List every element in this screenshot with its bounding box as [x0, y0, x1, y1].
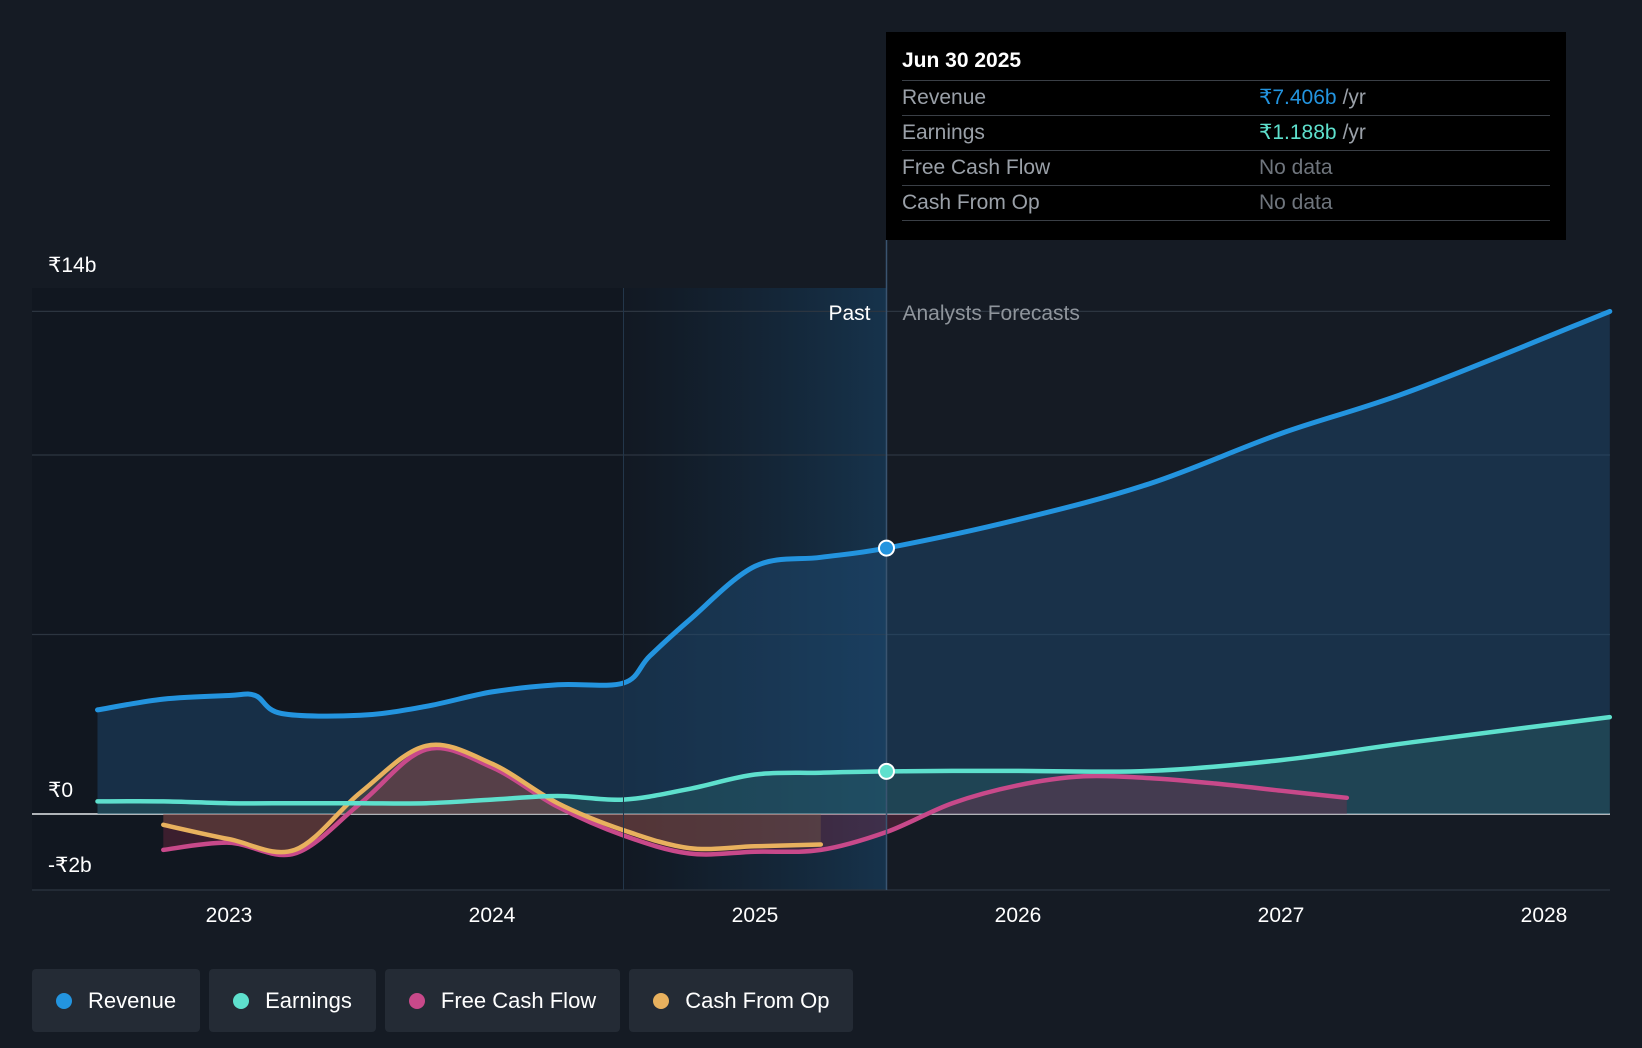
- revenue-area: [97, 311, 1610, 814]
- past-shade: [623, 288, 887, 890]
- tooltip-value: ₹7.406b: [1259, 86, 1337, 109]
- legend: Revenue Earnings Free Cash Flow Cash Fro…: [32, 969, 854, 1032]
- revenue-line: [95, 308, 1613, 719]
- tooltip-row-revenue: Revenue ₹7.406b /yr: [902, 80, 1550, 115]
- earnings-highlight-point: [878, 762, 895, 780]
- past-label: Past: [828, 302, 870, 325]
- legend-label: Cash From Op: [685, 987, 830, 1013]
- cash-from-op-line: [161, 742, 824, 855]
- legend-label: Revenue: [88, 987, 177, 1013]
- tooltip-label: Free Cash Flow: [902, 156, 1051, 179]
- tooltip-label: Earnings: [902, 121, 985, 144]
- legend-dot-icon: [408, 992, 425, 1009]
- legend-label: Free Cash Flow: [440, 987, 597, 1013]
- tooltip-label: Revenue: [902, 86, 987, 109]
- tooltip-row-free-cash-flow: Free Cash Flow No data: [902, 150, 1550, 185]
- forecast-label: Analysts Forecasts: [903, 302, 1080, 325]
- legend-item-revenue[interactable]: Revenue: [32, 969, 201, 1032]
- tooltip-value: No data: [1259, 191, 1333, 214]
- tooltip-label: Cash From Op: [902, 191, 1040, 214]
- tooltip-row-cash-from-op: Cash From Op No data: [902, 185, 1550, 221]
- earnings-line: [95, 714, 1613, 806]
- legend-dot-icon: [56, 992, 72, 1009]
- x-axis-label: 2028: [1521, 904, 1568, 927]
- x-axis-label: 2025: [732, 904, 779, 927]
- tooltip: Jun 30 2025 Revenue ₹7.406b /yr Earnings…: [886, 32, 1566, 240]
- y-axis-label: -₹2b: [48, 854, 92, 877]
- tooltip-value: No data: [1259, 156, 1333, 179]
- chart-svg: ₹14b ₹0 -₹2b 2023 2024 2025 2026 2027 2028 Past An…: [32, 240, 1613, 927]
- legend-item-cash-from-op[interactable]: Cash From Op: [629, 969, 854, 1032]
- tooltip-value: ₹1.188b: [1259, 121, 1337, 144]
- legend-item-free-cash-flow[interactable]: Free Cash Flow: [384, 969, 621, 1032]
- tooltip-unit: /yr: [1342, 121, 1366, 144]
- tooltip-unit: /yr: [1342, 86, 1366, 109]
- x-axis-label: 2027: [1258, 904, 1305, 927]
- tooltip-row-earnings: Earnings ₹1.188b /yr: [902, 115, 1550, 150]
- x-axis-label: 2024: [469, 904, 516, 927]
- y-axis-label: ₹0: [48, 779, 73, 802]
- x-axis-label: 2026: [995, 904, 1042, 927]
- legend-dot-icon: [233, 992, 250, 1009]
- legend-label: Earnings: [265, 987, 352, 1013]
- free-cash-flow-area: [163, 747, 1347, 856]
- revenue-highlight-point: [878, 539, 895, 557]
- y-axis-label: ₹14b: [48, 254, 96, 277]
- legend-item-earnings[interactable]: Earnings: [209, 969, 376, 1032]
- tooltip-date: Jun 30 2025: [902, 49, 1022, 72]
- x-axis-label: 2023: [206, 904, 253, 927]
- earnings-area: [97, 717, 1610, 814]
- legend-dot-icon: [653, 992, 670, 1009]
